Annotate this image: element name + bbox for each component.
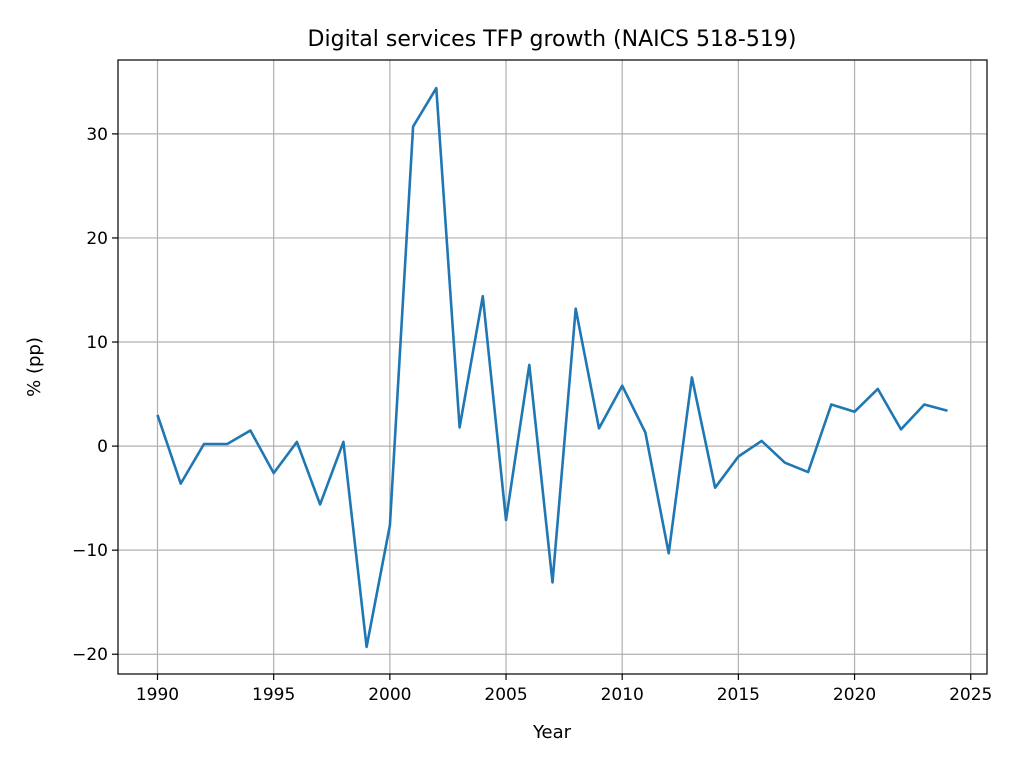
grid [118,60,987,674]
x-tick-label: 2000 [368,685,411,705]
y-tick-label: 10 [86,333,108,353]
x-tick-label: 1995 [252,685,295,705]
x-tick-label: 1990 [136,685,179,705]
y-tick-label: −20 [72,645,108,665]
chart-title: Digital services TFP growth (NAICS 518-5… [308,27,797,52]
y-tick-label: 0 [97,437,108,457]
x-tick-label: 2020 [833,685,876,705]
x-tick-label: 2015 [717,685,760,705]
y-tick-label: 30 [86,125,108,145]
x-axis-label: Year [532,722,572,743]
x-tick-label: 2005 [484,685,527,705]
ticks: 1990 1995 2000 2005 2010 2015 2020 2025 −20 −10 0 1… [72,125,992,705]
x-tick-label: 2025 [949,685,992,705]
series-line [156,86,948,649]
y-tick-label: 20 [86,229,108,249]
y-axis-label: % (pp) [24,337,45,397]
x-tick-label: 2010 [601,685,644,705]
plot-frame [117,59,988,675]
y-tick-label: −10 [72,541,108,561]
